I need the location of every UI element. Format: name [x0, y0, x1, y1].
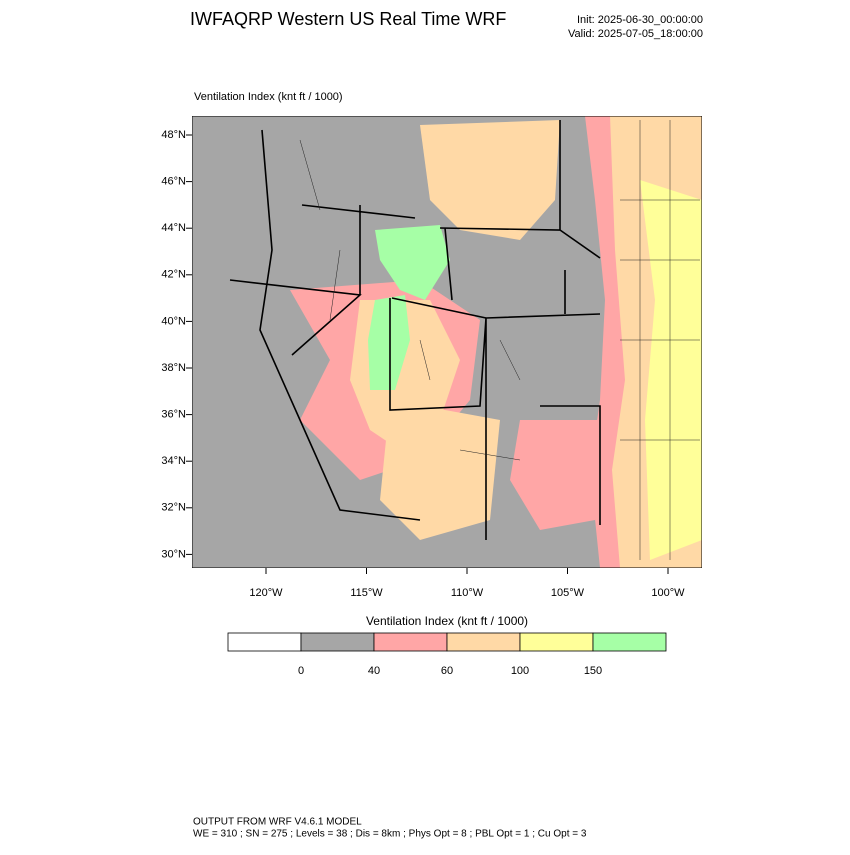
colorbar-label: 0 — [298, 665, 304, 677]
lon-label: 110°W — [451, 587, 484, 599]
lon-label: 120°W — [249, 587, 283, 599]
lat-label: 48°N — [161, 129, 186, 141]
lon-labels: 120°W 115°W 110°W 105°W 100°W — [249, 568, 685, 599]
colorbar-label: 40 — [368, 665, 380, 677]
lon-label: 100°W — [651, 587, 685, 599]
lat-label: 32°N — [161, 502, 186, 514]
colorbar: 0 40 60 100 150 — [227, 632, 667, 677]
colorbar-label: 150 — [584, 665, 602, 677]
footer-line: WE = 310 ; SN = 275 ; Levels = 38 ; Dis … — [193, 829, 587, 840]
colorbar-label: 60 — [441, 665, 453, 677]
lat-label: 40°N — [161, 315, 186, 327]
lat-label: 30°N — [161, 548, 186, 560]
init-time: Init: 2025-06-30_00:00:00 — [577, 14, 703, 26]
colorbar-box — [592, 632, 667, 652]
lon-label: 115°W — [350, 587, 383, 599]
colorbar-box — [519, 632, 594, 652]
map — [192, 116, 702, 568]
colorbar-box — [446, 632, 521, 652]
lat-label: 46°N — [161, 176, 186, 188]
map-title: Ventilation Index (knt ft / 1000) — [194, 91, 343, 103]
colorbar-box — [300, 632, 375, 652]
lat-label: 38°N — [161, 362, 186, 374]
lat-labels: 48°N 46°N 44°N 42°N 40°N 38°N 36°N 34°N 32°N 30°N — [161, 129, 192, 560]
lat-label: 34°N — [161, 455, 186, 467]
colorbar-box — [373, 632, 448, 652]
lat-label: 42°N — [161, 269, 186, 281]
colorbar-title: Ventilation Index (knt ft / 1000) — [366, 614, 528, 628]
footer-line: OUTPUT FROM WRF V4.6.1 MODEL — [193, 817, 362, 828]
lon-label: 105°W — [551, 587, 585, 599]
lat-label: 44°N — [161, 222, 186, 234]
colorbar-label: 100 — [511, 665, 529, 677]
title: IWFAQRP Western US Real Time WRF — [190, 9, 506, 29]
lat-label: 36°N — [161, 409, 186, 421]
valid-time: Valid: 2025-07-05_18:00:00 — [568, 28, 703, 40]
colorbar-box — [227, 632, 302, 652]
